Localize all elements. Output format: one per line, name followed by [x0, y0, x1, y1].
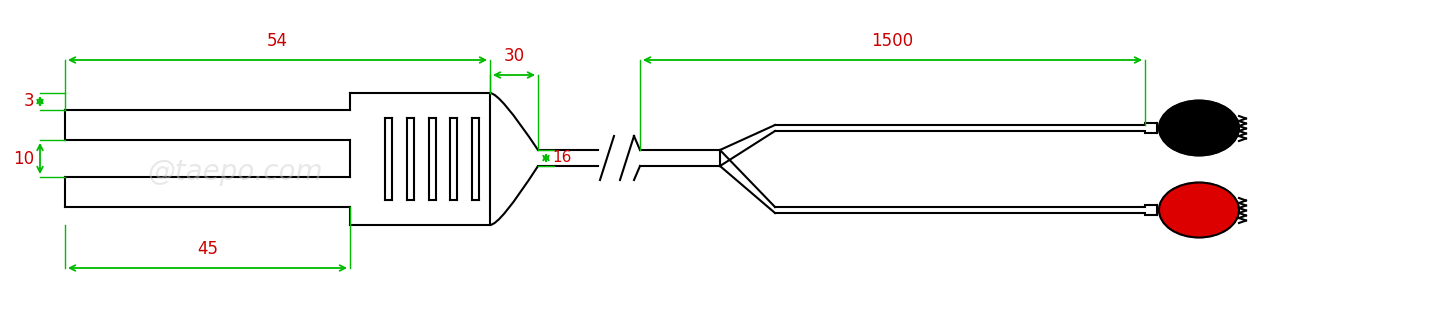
Ellipse shape [1158, 100, 1239, 155]
Text: 10: 10 [13, 150, 34, 167]
Ellipse shape [1158, 183, 1239, 238]
Text: 3: 3 [23, 93, 34, 110]
Text: 16: 16 [551, 150, 571, 165]
Text: 1500: 1500 [872, 32, 914, 50]
Text: @taepo.com: @taepo.com [147, 158, 322, 186]
Text: 54: 54 [266, 32, 288, 50]
Text: 30: 30 [504, 47, 524, 65]
Text: 45: 45 [198, 240, 218, 258]
